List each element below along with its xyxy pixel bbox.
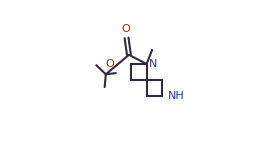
Text: N: N [149, 59, 157, 69]
Text: O: O [121, 24, 130, 34]
Text: NH: NH [168, 91, 185, 101]
Text: O: O [105, 59, 114, 69]
